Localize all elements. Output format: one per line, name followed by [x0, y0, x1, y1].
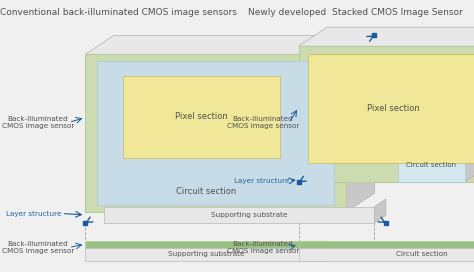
- Bar: [85, 248, 327, 261]
- Text: Circuit section: Circuit section: [396, 251, 447, 257]
- Bar: [85, 54, 346, 212]
- Text: Back-illuminated
CMOS image sensor: Back-illuminated CMOS image sensor: [2, 241, 74, 254]
- Polygon shape: [374, 199, 386, 223]
- Polygon shape: [346, 35, 374, 212]
- Polygon shape: [465, 128, 474, 182]
- Bar: [299, 241, 474, 248]
- Text: Back-illuminated
CMOS image sensor: Back-illuminated CMOS image sensor: [227, 241, 299, 254]
- Text: Back-illuminated
CMOS image sensor: Back-illuminated CMOS image sensor: [227, 116, 299, 129]
- Bar: [104, 207, 374, 223]
- Bar: [398, 147, 465, 182]
- Polygon shape: [85, 35, 374, 54]
- Polygon shape: [299, 27, 474, 46]
- Bar: [97, 61, 334, 205]
- Text: Pixel section: Pixel section: [367, 104, 420, 113]
- Text: Pixel section: Pixel section: [175, 112, 228, 122]
- Text: Supporting substrate: Supporting substrate: [168, 251, 245, 257]
- Bar: [299, 248, 474, 261]
- Bar: [85, 241, 327, 248]
- Text: Layer structure: Layer structure: [234, 178, 289, 184]
- Bar: [123, 76, 280, 158]
- Text: Back-illuminated
CMOS image sensor: Back-illuminated CMOS image sensor: [2, 116, 74, 129]
- Text: Circuit section: Circuit section: [176, 187, 237, 196]
- Text: Conventional back-illuminated CMOS image sensors: Conventional back-illuminated CMOS image…: [0, 8, 237, 17]
- Bar: [308, 54, 474, 163]
- Text: Supporting substrate: Supporting substrate: [210, 212, 287, 218]
- Bar: [299, 46, 474, 182]
- Text: Layer structure: Layer structure: [6, 211, 62, 217]
- Text: Circuit section: Circuit section: [406, 162, 456, 168]
- Text: Newly developed  Stacked CMOS Image Sensor: Newly developed Stacked CMOS Image Senso…: [248, 8, 463, 17]
